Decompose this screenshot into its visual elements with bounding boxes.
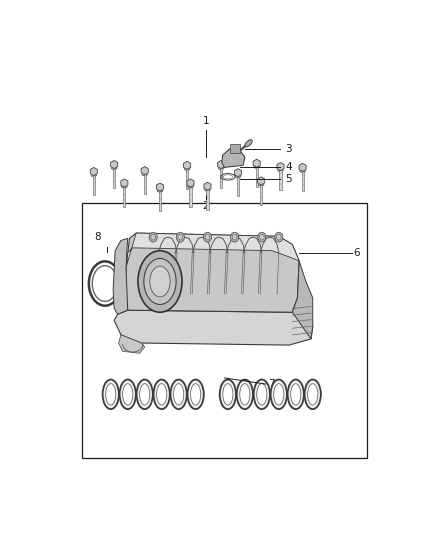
Circle shape [232,235,237,240]
Ellipse shape [274,384,284,405]
Circle shape [259,235,264,240]
Ellipse shape [91,174,97,176]
Bar [206,190,208,210]
Bar [301,171,304,191]
Ellipse shape [140,384,150,405]
Ellipse shape [223,384,233,405]
Ellipse shape [123,384,133,405]
Ellipse shape [254,379,270,409]
Ellipse shape [173,384,184,405]
Ellipse shape [111,167,117,169]
Polygon shape [113,238,128,314]
Ellipse shape [300,170,305,173]
Polygon shape [299,163,306,172]
Polygon shape [127,233,299,265]
Ellipse shape [237,379,253,409]
Polygon shape [111,160,118,168]
Bar [144,174,146,195]
Ellipse shape [235,175,241,178]
Polygon shape [277,163,284,171]
Bar [256,167,258,187]
Ellipse shape [218,167,224,169]
Bar [220,168,222,188]
Polygon shape [253,159,260,167]
Bar [93,175,95,195]
Polygon shape [184,161,191,169]
Text: 1: 1 [202,116,209,126]
Circle shape [176,232,184,242]
Ellipse shape [188,185,193,188]
Ellipse shape [138,251,182,312]
Ellipse shape [254,166,260,168]
Ellipse shape [157,190,163,192]
Circle shape [178,235,183,240]
Bar [230,144,240,153]
Bar [186,169,188,189]
Circle shape [275,232,283,242]
Ellipse shape [291,384,301,405]
Polygon shape [293,261,313,339]
Ellipse shape [288,379,304,409]
Ellipse shape [304,379,321,409]
Ellipse shape [307,384,318,405]
Polygon shape [126,233,299,312]
Text: 4: 4 [286,163,292,172]
Polygon shape [119,335,145,353]
Text: 7: 7 [268,379,275,389]
Bar [113,168,115,188]
Circle shape [230,232,239,242]
Ellipse shape [157,384,167,405]
Ellipse shape [191,384,201,405]
Polygon shape [114,310,313,345]
Ellipse shape [184,168,190,171]
Polygon shape [121,179,128,187]
Polygon shape [187,179,194,187]
Ellipse shape [106,384,116,405]
Polygon shape [141,167,148,175]
Bar [82,204,367,458]
Ellipse shape [258,183,264,186]
Ellipse shape [205,189,210,191]
Circle shape [149,232,157,242]
Ellipse shape [278,169,283,172]
Text: 8: 8 [94,232,100,243]
Polygon shape [258,177,265,185]
Polygon shape [90,167,97,175]
Bar [237,176,239,196]
Ellipse shape [121,185,127,188]
Text: 6: 6 [353,248,360,258]
Circle shape [203,232,212,242]
Ellipse shape [144,259,176,304]
Ellipse shape [187,379,204,409]
Text: 2: 2 [202,201,209,211]
Ellipse shape [170,379,187,409]
Polygon shape [218,160,225,168]
Ellipse shape [240,384,250,405]
Circle shape [258,232,266,242]
Bar [279,171,282,190]
Polygon shape [156,183,163,191]
Polygon shape [234,168,242,177]
Ellipse shape [245,140,252,147]
Ellipse shape [271,379,287,409]
Ellipse shape [257,384,267,405]
Ellipse shape [150,266,170,297]
Ellipse shape [102,379,119,409]
Bar [190,187,191,207]
Ellipse shape [154,379,170,409]
Ellipse shape [137,379,153,409]
Circle shape [276,235,281,240]
Polygon shape [222,149,245,167]
Text: 5: 5 [286,174,292,184]
Polygon shape [204,182,211,190]
Ellipse shape [120,379,136,409]
Ellipse shape [142,173,148,176]
Text: 3: 3 [286,144,292,154]
Bar [123,187,125,207]
Bar [159,191,161,211]
Circle shape [151,235,155,240]
Bar [260,185,262,205]
Ellipse shape [220,379,236,409]
Circle shape [205,235,210,240]
